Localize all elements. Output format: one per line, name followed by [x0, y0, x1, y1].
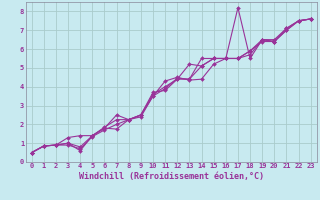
X-axis label: Windchill (Refroidissement éolien,°C): Windchill (Refroidissement éolien,°C): [79, 172, 264, 181]
